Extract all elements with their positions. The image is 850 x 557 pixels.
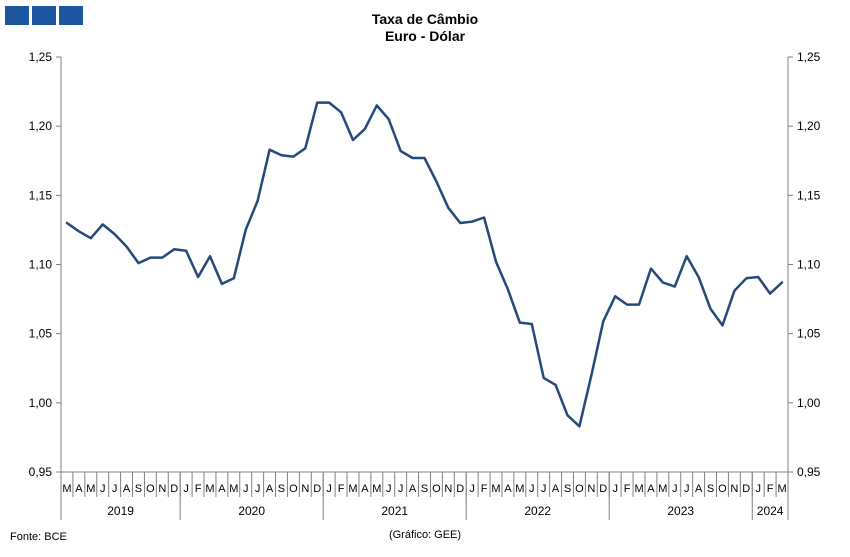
month-label: O — [432, 483, 441, 495]
month-label: J — [398, 483, 404, 495]
series-line — [65, 101, 784, 428]
year-label: 2020 — [238, 504, 265, 518]
month-label: N — [444, 483, 452, 495]
month-label: A — [75, 483, 83, 495]
month-label: S — [278, 483, 285, 495]
month-label: J — [183, 483, 189, 495]
month-label: O — [718, 483, 727, 495]
month-label: M — [372, 483, 381, 495]
y-tick-label-right: 1,05 — [797, 327, 821, 341]
month-label: D — [456, 483, 464, 495]
month-label: S — [564, 483, 571, 495]
month-label: A — [695, 483, 703, 495]
month-label: N — [587, 483, 595, 495]
month-label: J — [612, 483, 618, 495]
month-label: O — [289, 483, 298, 495]
month-label: M — [229, 483, 238, 495]
chart-title: Taxa de Câmbio Euro - Dólar — [0, 11, 850, 45]
logo — [5, 6, 83, 25]
month-label: J — [541, 483, 547, 495]
month-label: M — [515, 483, 524, 495]
month-label: M — [62, 483, 71, 495]
y-tick-label-right: 1,00 — [797, 396, 821, 410]
month-label: J — [243, 483, 249, 495]
month-label: J — [684, 483, 690, 495]
month-label: O — [575, 483, 584, 495]
logo-block — [32, 6, 56, 25]
y-tick-label-right: 1,20 — [797, 119, 821, 133]
month-label: M — [634, 483, 643, 495]
title-line-2: Euro - Dólar — [384, 28, 466, 44]
month-label: M — [205, 483, 214, 495]
month-label: J — [469, 483, 475, 495]
y-tick-label-right: 1,15 — [797, 188, 821, 202]
year-label: 2022 — [524, 504, 551, 518]
month-label: A — [504, 483, 512, 495]
logo-block — [59, 6, 83, 25]
month-label: D — [742, 483, 750, 495]
month-label: A — [409, 483, 417, 495]
y-tick-label-right: 1,25 — [797, 50, 821, 64]
month-label: D — [599, 483, 607, 495]
y-tick-label-right: 0,95 — [797, 465, 821, 479]
y-tick-label-left: 0,95 — [29, 465, 53, 479]
y-tick-label-left: 1,25 — [29, 50, 53, 64]
month-label: M — [491, 483, 500, 495]
month-label: A — [123, 483, 131, 495]
month-label: D — [170, 483, 178, 495]
credit-note: (Gráfico: GEE) — [388, 529, 462, 541]
month-label: F — [481, 483, 488, 495]
y-tick-label-left: 1,20 — [29, 119, 53, 133]
y-tick-label-left: 1,10 — [29, 258, 53, 272]
y-tick-label-left: 1,00 — [29, 396, 53, 410]
month-label: J — [326, 483, 332, 495]
y-tick-label-left: 1,05 — [29, 327, 53, 341]
year-label: 2019 — [107, 504, 134, 518]
month-label: N — [158, 483, 166, 495]
month-label: N — [301, 483, 309, 495]
month-label: J — [529, 483, 535, 495]
month-label: M — [658, 483, 667, 495]
month-label: J — [672, 483, 678, 495]
month-label: F — [338, 483, 345, 495]
month-label: F — [195, 483, 202, 495]
title-line-1: Taxa de Câmbio — [371, 11, 479, 27]
month-label: A — [266, 483, 274, 495]
month-label: S — [707, 483, 714, 495]
month-label: J — [386, 483, 392, 495]
year-label: 2023 — [667, 504, 694, 518]
year-label: 2021 — [381, 504, 408, 518]
y-tick-label-right: 1,10 — [797, 258, 821, 272]
month-label: F — [624, 483, 631, 495]
month-label: A — [361, 483, 369, 495]
month-label: S — [421, 483, 428, 495]
month-label: M — [86, 483, 95, 495]
month-label: A — [218, 483, 226, 495]
month-label: J — [255, 483, 261, 495]
month-label: N — [730, 483, 738, 495]
source-note: Fonte: BCE — [10, 531, 67, 543]
month-label: A — [647, 483, 655, 495]
month-label: J — [755, 483, 761, 495]
y-tick-label-left: 1,15 — [29, 188, 53, 202]
month-label: M — [777, 483, 786, 495]
month-label: A — [552, 483, 560, 495]
month-label: J — [112, 483, 118, 495]
month-label: F — [767, 483, 774, 495]
month-label: D — [313, 483, 321, 495]
year-label: 2024 — [757, 504, 784, 518]
month-label: S — [135, 483, 142, 495]
logo-block — [5, 6, 29, 25]
month-label: M — [348, 483, 357, 495]
month-label: J — [100, 483, 106, 495]
month-label: O — [146, 483, 155, 495]
